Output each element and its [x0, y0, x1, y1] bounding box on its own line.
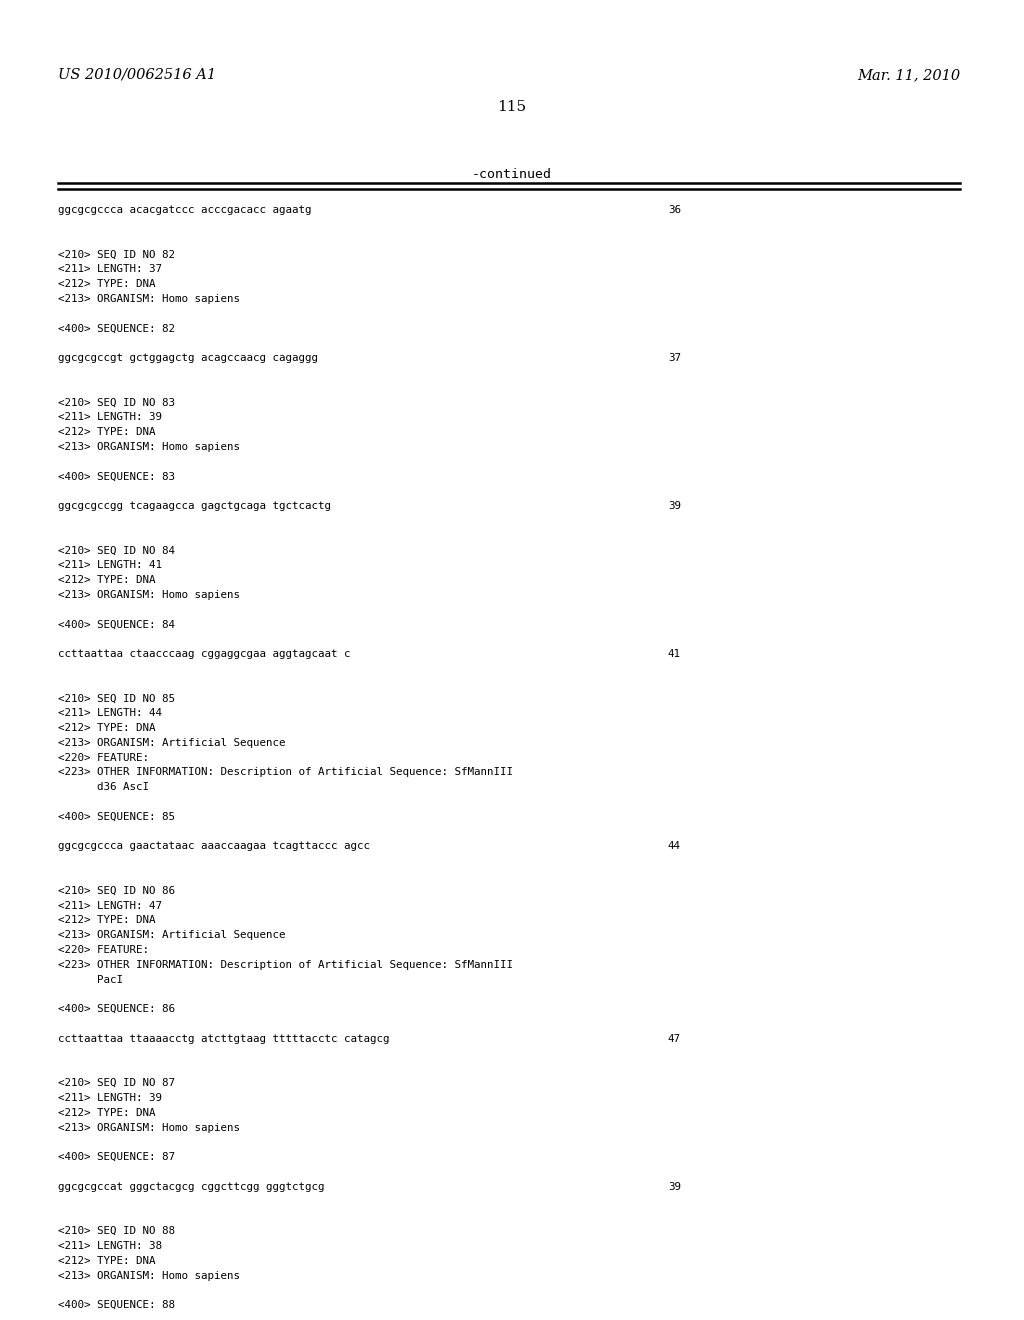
Text: ggcgcgccca gaactataac aaaccaagaa tcagttaccc agcc: ggcgcgccca gaactataac aaaccaagaa tcagtta…: [58, 841, 370, 851]
Text: ggcgcgccat gggctacgcg cggcttcgg gggtctgcg: ggcgcgccat gggctacgcg cggcttcgg gggtctgc…: [58, 1181, 325, 1192]
Text: <210> SEQ ID NO 86: <210> SEQ ID NO 86: [58, 886, 175, 896]
Text: <213> ORGANISM: Homo sapiens: <213> ORGANISM: Homo sapiens: [58, 1271, 240, 1280]
Text: <400> SEQUENCE: 88: <400> SEQUENCE: 88: [58, 1300, 175, 1311]
Text: 36: 36: [668, 205, 681, 215]
Text: <212> TYPE: DNA: <212> TYPE: DNA: [58, 723, 156, 733]
Text: <212> TYPE: DNA: <212> TYPE: DNA: [58, 1255, 156, 1266]
Text: 47: 47: [668, 1034, 681, 1044]
Text: <213> ORGANISM: Homo sapiens: <213> ORGANISM: Homo sapiens: [58, 442, 240, 451]
Text: <211> LENGTH: 41: <211> LENGTH: 41: [58, 560, 162, 570]
Text: PacI: PacI: [58, 974, 123, 985]
Text: <213> ORGANISM: Homo sapiens: <213> ORGANISM: Homo sapiens: [58, 1122, 240, 1133]
Text: <220> FEATURE:: <220> FEATURE:: [58, 752, 150, 763]
Text: <212> TYPE: DNA: <212> TYPE: DNA: [58, 576, 156, 585]
Text: 44: 44: [668, 841, 681, 851]
Text: <212> TYPE: DNA: <212> TYPE: DNA: [58, 279, 156, 289]
Text: 39: 39: [668, 502, 681, 511]
Text: 115: 115: [498, 100, 526, 114]
Text: <211> LENGTH: 39: <211> LENGTH: 39: [58, 1093, 162, 1104]
Text: <210> SEQ ID NO 87: <210> SEQ ID NO 87: [58, 1078, 175, 1088]
Text: <400> SEQUENCE: 86: <400> SEQUENCE: 86: [58, 1005, 175, 1014]
Text: <223> OTHER INFORMATION: Description of Artificial Sequence: SfMannIII: <223> OTHER INFORMATION: Description of …: [58, 960, 513, 970]
Text: <210> SEQ ID NO 85: <210> SEQ ID NO 85: [58, 693, 175, 704]
Text: ggcgcgccgt gctggagctg acagccaacg cagaggg: ggcgcgccgt gctggagctg acagccaacg cagaggg: [58, 352, 318, 363]
Text: <210> SEQ ID NO 82: <210> SEQ ID NO 82: [58, 249, 175, 260]
Text: <213> ORGANISM: Artificial Sequence: <213> ORGANISM: Artificial Sequence: [58, 931, 286, 940]
Text: <220> FEATURE:: <220> FEATURE:: [58, 945, 150, 954]
Text: US 2010/0062516 A1: US 2010/0062516 A1: [58, 69, 216, 82]
Text: <213> ORGANISM: Artificial Sequence: <213> ORGANISM: Artificial Sequence: [58, 738, 286, 748]
Text: <211> LENGTH: 39: <211> LENGTH: 39: [58, 412, 162, 422]
Text: <223> OTHER INFORMATION: Description of Artificial Sequence: SfMannIII: <223> OTHER INFORMATION: Description of …: [58, 767, 513, 777]
Text: <400> SEQUENCE: 84: <400> SEQUENCE: 84: [58, 619, 175, 630]
Text: <400> SEQUENCE: 82: <400> SEQUENCE: 82: [58, 323, 175, 334]
Text: <213> ORGANISM: Homo sapiens: <213> ORGANISM: Homo sapiens: [58, 590, 240, 599]
Text: ggcgcgccgg tcagaagcca gagctgcaga tgctcactg: ggcgcgccgg tcagaagcca gagctgcaga tgctcac…: [58, 502, 331, 511]
Text: <400> SEQUENCE: 87: <400> SEQUENCE: 87: [58, 1152, 175, 1162]
Text: 39: 39: [668, 1181, 681, 1192]
Text: 37: 37: [668, 352, 681, 363]
Text: <211> LENGTH: 37: <211> LENGTH: 37: [58, 264, 162, 275]
Text: <210> SEQ ID NO 83: <210> SEQ ID NO 83: [58, 397, 175, 408]
Text: <210> SEQ ID NO 84: <210> SEQ ID NO 84: [58, 545, 175, 556]
Text: <400> SEQUENCE: 83: <400> SEQUENCE: 83: [58, 471, 175, 482]
Text: <211> LENGTH: 38: <211> LENGTH: 38: [58, 1241, 162, 1251]
Text: 41: 41: [668, 649, 681, 659]
Text: ccttaattaa ctaacccaag cggaggcgaa aggtagcaat c: ccttaattaa ctaacccaag cggaggcgaa aggtagc…: [58, 649, 350, 659]
Text: <212> TYPE: DNA: <212> TYPE: DNA: [58, 1107, 156, 1118]
Text: <213> ORGANISM: Homo sapiens: <213> ORGANISM: Homo sapiens: [58, 294, 240, 304]
Text: <211> LENGTH: 47: <211> LENGTH: 47: [58, 900, 162, 911]
Text: ggcgcgccca acacgatccc acccgacacc agaatg: ggcgcgccca acacgatccc acccgacacc agaatg: [58, 205, 311, 215]
Text: <210> SEQ ID NO 88: <210> SEQ ID NO 88: [58, 1226, 175, 1237]
Text: Mar. 11, 2010: Mar. 11, 2010: [857, 69, 961, 82]
Text: <212> TYPE: DNA: <212> TYPE: DNA: [58, 426, 156, 437]
Text: <400> SEQUENCE: 85: <400> SEQUENCE: 85: [58, 812, 175, 822]
Text: d36 AscI: d36 AscI: [58, 783, 150, 792]
Text: <211> LENGTH: 44: <211> LENGTH: 44: [58, 709, 162, 718]
Text: -continued: -continued: [472, 168, 552, 181]
Text: <212> TYPE: DNA: <212> TYPE: DNA: [58, 915, 156, 925]
Text: ccttaattaa ttaaaacctg atcttgtaag tttttacctc catagcg: ccttaattaa ttaaaacctg atcttgtaag tttttac…: [58, 1034, 389, 1044]
